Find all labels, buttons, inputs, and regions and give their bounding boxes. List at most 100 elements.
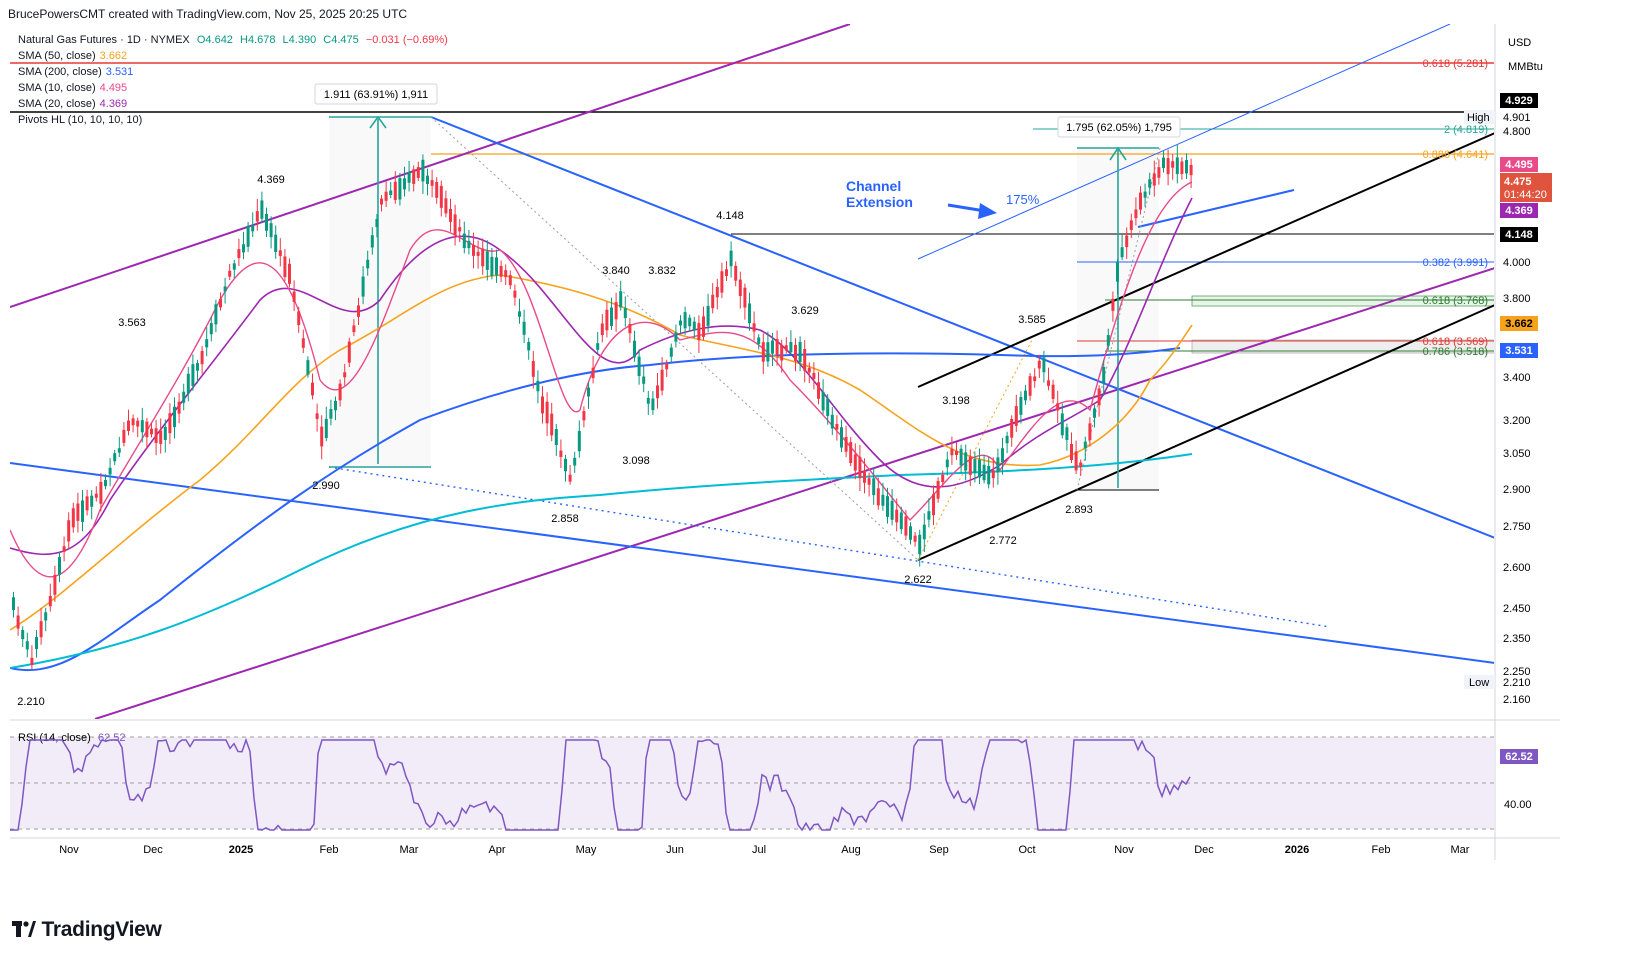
candle-body bbox=[1175, 157, 1179, 175]
candle-body bbox=[964, 452, 968, 471]
candle-body bbox=[53, 574, 57, 595]
candle-body bbox=[370, 235, 374, 248]
candle-body bbox=[637, 356, 641, 377]
candle-body bbox=[12, 597, 15, 611]
candle-body bbox=[812, 372, 816, 379]
pivot-label: 3.840 bbox=[602, 265, 630, 277]
sma200-line bbox=[10, 347, 1181, 672]
indicator-sma10[interactable]: SMA (10, close) 4.495 bbox=[18, 82, 128, 94]
candle-body bbox=[826, 398, 830, 416]
tradingview-logo[interactable]: TradingView bbox=[12, 918, 162, 942]
indicator-sma20[interactable]: SMA (20, close) 4.369 bbox=[18, 98, 128, 110]
candle-body bbox=[499, 265, 503, 277]
price-axis-tick: 3.800 bbox=[1503, 293, 1531, 305]
candle-body bbox=[430, 180, 434, 186]
candle-body bbox=[467, 240, 471, 249]
candle-body bbox=[384, 191, 388, 201]
candle-body bbox=[922, 524, 926, 540]
low-value: 2.210 bbox=[1503, 677, 1531, 689]
candle-body bbox=[573, 457, 577, 466]
candle-body bbox=[412, 169, 416, 184]
blue-downtrend bbox=[430, 116, 1494, 539]
ohlc-close: C4.475 bbox=[323, 34, 359, 46]
annotation-extension: Extension bbox=[846, 194, 913, 210]
candle-body bbox=[817, 382, 820, 399]
price-axis-tick: 4.800 bbox=[1503, 126, 1531, 138]
pivot-label: 2.990 bbox=[312, 480, 340, 492]
candle-body bbox=[67, 520, 71, 542]
candle-body bbox=[1051, 384, 1055, 399]
candle-body bbox=[1189, 164, 1193, 176]
candle-body bbox=[623, 307, 627, 319]
candle-body bbox=[927, 511, 931, 520]
candle-body bbox=[987, 465, 991, 485]
candle-body bbox=[780, 345, 784, 361]
candle-body bbox=[794, 344, 797, 361]
candle-body bbox=[104, 479, 107, 487]
candle-body bbox=[715, 286, 719, 298]
candle-body bbox=[1148, 179, 1152, 188]
candle-body bbox=[518, 311, 521, 317]
fib-label-3518: 0.786 (3.518) bbox=[1423, 346, 1488, 358]
candle-body bbox=[1088, 423, 1092, 441]
candle-body bbox=[1010, 418, 1014, 438]
pivot-label: 3.585 bbox=[1018, 314, 1046, 326]
candle-body bbox=[62, 546, 66, 552]
annotation-channel: Channel bbox=[846, 178, 901, 194]
time-axis-labels: Nov Dec 2025 Feb Mar Apr May Jun Jul Aug Sep Oct Nov… bbox=[59, 844, 1470, 856]
black-channel-upper bbox=[917, 132, 1494, 388]
sma20-line bbox=[10, 197, 1193, 556]
candle-body bbox=[48, 595, 52, 607]
candle-body bbox=[1162, 157, 1165, 169]
candle-body bbox=[485, 251, 489, 270]
candle-body bbox=[449, 208, 452, 222]
candle-body bbox=[495, 257, 498, 276]
pivot-label: 4.369 bbox=[257, 174, 285, 186]
candle-body bbox=[679, 320, 682, 326]
candle-body bbox=[265, 213, 268, 231]
candle-body bbox=[453, 214, 457, 236]
ohlc-open: O4.642 bbox=[196, 34, 233, 46]
candle-body bbox=[932, 494, 935, 516]
candle-body bbox=[255, 211, 259, 222]
candle-body bbox=[711, 294, 715, 309]
candle-body bbox=[274, 234, 278, 252]
rsi-band bbox=[10, 737, 1494, 829]
tv-logo-icon bbox=[12, 919, 36, 937]
price-axis-tick: 2.350 bbox=[1503, 633, 1531, 645]
ohlc-low: L4.390 bbox=[282, 34, 317, 46]
candle-body bbox=[886, 496, 889, 517]
candle-body bbox=[973, 459, 977, 473]
candle-body bbox=[1111, 298, 1115, 311]
candle-body bbox=[476, 251, 480, 256]
black-channel-lower bbox=[917, 304, 1494, 561]
candle-body bbox=[108, 467, 112, 475]
annotation-arrow bbox=[947, 203, 986, 213]
candle-body bbox=[821, 391, 825, 411]
fib-label-4819: 2 (4.819) bbox=[1444, 124, 1488, 136]
candle-body bbox=[619, 291, 623, 308]
candle-body bbox=[117, 448, 121, 453]
indicator-sma50[interactable]: SMA (50, close) 3.662 bbox=[18, 50, 128, 62]
candle-body bbox=[163, 426, 167, 440]
candle-body bbox=[196, 363, 199, 371]
candle-body bbox=[150, 428, 153, 435]
candle-body bbox=[1024, 390, 1027, 401]
purple-channel-lower bbox=[94, 267, 1494, 719]
candle-body bbox=[913, 535, 917, 542]
candle-body bbox=[1042, 357, 1046, 373]
rsi-tick: 40.00 bbox=[1504, 799, 1532, 811]
price-label-sma50: 3.662 bbox=[1505, 318, 1533, 330]
indicator-sma200[interactable]: SMA (200, close) 3.531 bbox=[18, 66, 134, 78]
candle-body bbox=[1143, 191, 1147, 198]
indicator-pivots[interactable]: Pivots HL (10, 10, 10, 10) bbox=[18, 114, 143, 126]
price-axis-tick: 2.600 bbox=[1503, 562, 1531, 574]
price-label-sma20: 4.369 bbox=[1505, 205, 1533, 217]
candle-body bbox=[656, 385, 659, 399]
candle-series bbox=[12, 144, 1193, 670]
candle-body bbox=[297, 311, 301, 326]
candle-body bbox=[191, 364, 195, 387]
candle-body bbox=[789, 342, 793, 353]
price-axis-tick: 3.400 bbox=[1503, 372, 1531, 384]
